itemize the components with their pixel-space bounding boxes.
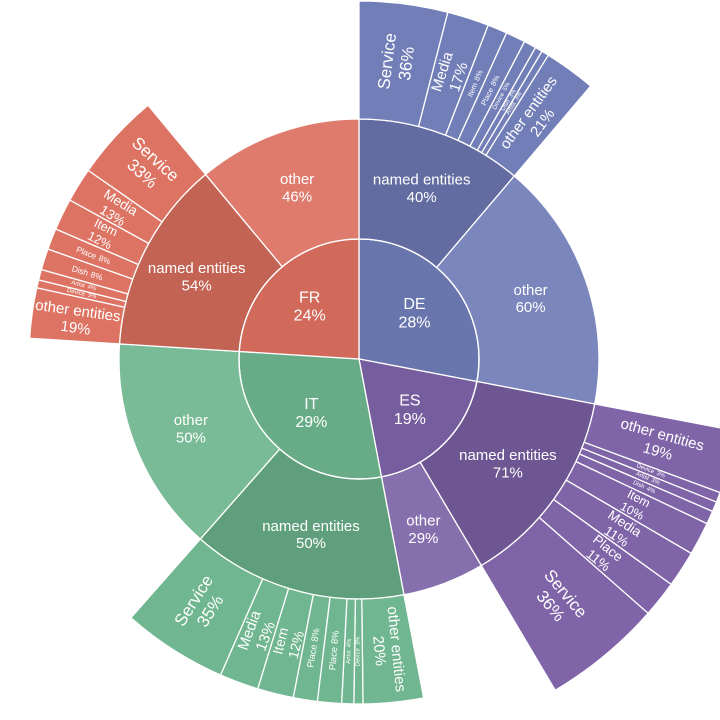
de-leaf-label-5: Dish3% bbox=[501, 88, 518, 112]
it-leaf-label-0-line-2: 20% bbox=[370, 635, 390, 667]
lang-label-de-line-2: 28% bbox=[398, 314, 430, 331]
es-other-label: other 29% bbox=[406, 512, 440, 546]
de-other-label-line-2: 60% bbox=[516, 299, 546, 316]
fr-leaf-label-3: Dish8% bbox=[71, 263, 105, 282]
it-leaf-label-1-name: Device bbox=[355, 647, 361, 666]
de-leaf-label-6-pct: 3% bbox=[514, 91, 524, 102]
inner-ring-outline bbox=[238, 238, 480, 480]
lang-label-fr-line-2: 24% bbox=[294, 307, 326, 324]
lang-label-es-line-1: ES bbox=[399, 392, 420, 409]
de-other-label: other 60% bbox=[513, 281, 547, 315]
fr-other-label: other 46% bbox=[280, 171, 314, 205]
lang-label-fr-line-1: FR bbox=[299, 289, 320, 306]
fr-leaf-label-0-line-2: 19% bbox=[60, 317, 92, 338]
it-other-label-line-1: other bbox=[174, 412, 208, 429]
it-leaf-label-3-name: Place bbox=[327, 647, 339, 671]
it-leaf-label-1-pct: 3% bbox=[356, 636, 362, 645]
es-other-label-line-2: 29% bbox=[408, 529, 438, 546]
fr-leaf-service-7 bbox=[87, 104, 207, 223]
lang-label-de: DE 28% bbox=[398, 295, 430, 330]
lang-label-de-line-1: DE bbox=[403, 295, 425, 312]
de-leaf-label-0-line-2: 36% bbox=[394, 45, 417, 81]
fr-leaf-label-4-pct: 8% bbox=[97, 253, 112, 267]
fr-other-label-line-2: 46% bbox=[282, 188, 312, 205]
it-named-entities-label: named entities 50% bbox=[262, 517, 360, 551]
de-named-entities-label-line-1: named entities bbox=[373, 171, 471, 188]
lang-label-it-line-2: 29% bbox=[295, 414, 327, 431]
fr-leaf-label-3-name: Dish bbox=[71, 263, 90, 278]
fr-leaf-label-2-pct: 4% bbox=[87, 284, 98, 292]
it-leaf-label-2-name: Artist bbox=[346, 650, 352, 664]
lang-label-es: ES 19% bbox=[394, 392, 426, 427]
it-leaf-label-4-pct: 8% bbox=[309, 628, 321, 643]
de-leaf-label-4-pct: 5% bbox=[502, 81, 512, 92]
it-leaf-label-2-pct: 4% bbox=[347, 638, 353, 648]
de-leaf-label-5-pct: 3% bbox=[508, 88, 518, 99]
lang-label-it: IT 29% bbox=[295, 395, 327, 430]
lang-label-es-line-2: 19% bbox=[394, 411, 426, 428]
de-leaf-label-2-pct: 8% bbox=[472, 68, 485, 82]
fr-leaf-label-1: Device 3% bbox=[66, 288, 97, 301]
fr-leaf-label-1-name: Device bbox=[66, 288, 86, 298]
es-other-label-line-1: other bbox=[406, 512, 440, 529]
lang-label-it-line-1: IT bbox=[304, 395, 318, 412]
es-named-entities-label: named entities 71% bbox=[459, 447, 557, 481]
es-leaf-label-3-name: Dish bbox=[632, 480, 645, 490]
it-leaf-label-4-name: Place bbox=[305, 644, 319, 669]
es-leaf-label-2-pct: 3% bbox=[650, 478, 661, 487]
it-other-label-line-2: 50% bbox=[176, 429, 206, 446]
es-leaf-label-3-pct: 4% bbox=[645, 486, 656, 495]
fr-leaf-label-1-pct: 3% bbox=[87, 293, 97, 301]
de-leaf-label-5-name: Dish bbox=[501, 99, 512, 112]
es-named-entities-label-line-2: 71% bbox=[493, 464, 523, 481]
it-other-label: other 50% bbox=[174, 412, 208, 446]
it-named-entities-label-line-2: 50% bbox=[296, 535, 326, 552]
fr-other-label-line-1: other bbox=[280, 171, 314, 188]
fr-named-entities-label: named entities 54% bbox=[148, 260, 246, 294]
lang-label-fr: FR 24% bbox=[294, 289, 326, 324]
fr-leaf-label-2-name: Artist bbox=[70, 280, 85, 289]
fr-named-entities-label-line-2: 54% bbox=[182, 277, 212, 294]
it-leaf-service-7 bbox=[129, 538, 264, 676]
de-leaf-label-3-pct: 8% bbox=[488, 73, 501, 87]
es-leaf-label-2: Artist3% bbox=[635, 471, 661, 487]
it-leaf-label-2: Artist 4% bbox=[346, 638, 353, 664]
de-named-entities-label: named entities 40% bbox=[373, 171, 471, 205]
fr-named-entities-label-line-1: named entities bbox=[148, 260, 246, 277]
es-leaf-label-1-pct: 3% bbox=[655, 471, 666, 480]
fr-leaf-label-3-pct: 8% bbox=[89, 269, 104, 282]
de-named-entities-label-line-2: 40% bbox=[407, 188, 437, 205]
de-other-label-line-1: other bbox=[513, 281, 547, 298]
es-leaf-label-2-name: Artist bbox=[635, 471, 650, 482]
es-named-entities-label-line-1: named entities bbox=[459, 447, 557, 464]
es-leaf-service-7 bbox=[480, 516, 649, 692]
it-leaf-label-5-line-2: 12% bbox=[285, 629, 307, 660]
it-leaf-label-1: Device 3% bbox=[355, 636, 361, 667]
it-leaf-label-3: Place 8% bbox=[327, 630, 340, 670]
fr-leaf-label-2: Artist4% bbox=[70, 280, 97, 292]
it-leaf-label-4: Place8% bbox=[305, 628, 321, 669]
it-named-entities-label-line-1: named entities bbox=[262, 517, 360, 534]
de-leaf-label-1: Media17% bbox=[428, 49, 473, 99]
it-leaf-label-3-pct: 8% bbox=[330, 630, 341, 644]
es-leaf-label-3: Dish4% bbox=[632, 480, 657, 495]
